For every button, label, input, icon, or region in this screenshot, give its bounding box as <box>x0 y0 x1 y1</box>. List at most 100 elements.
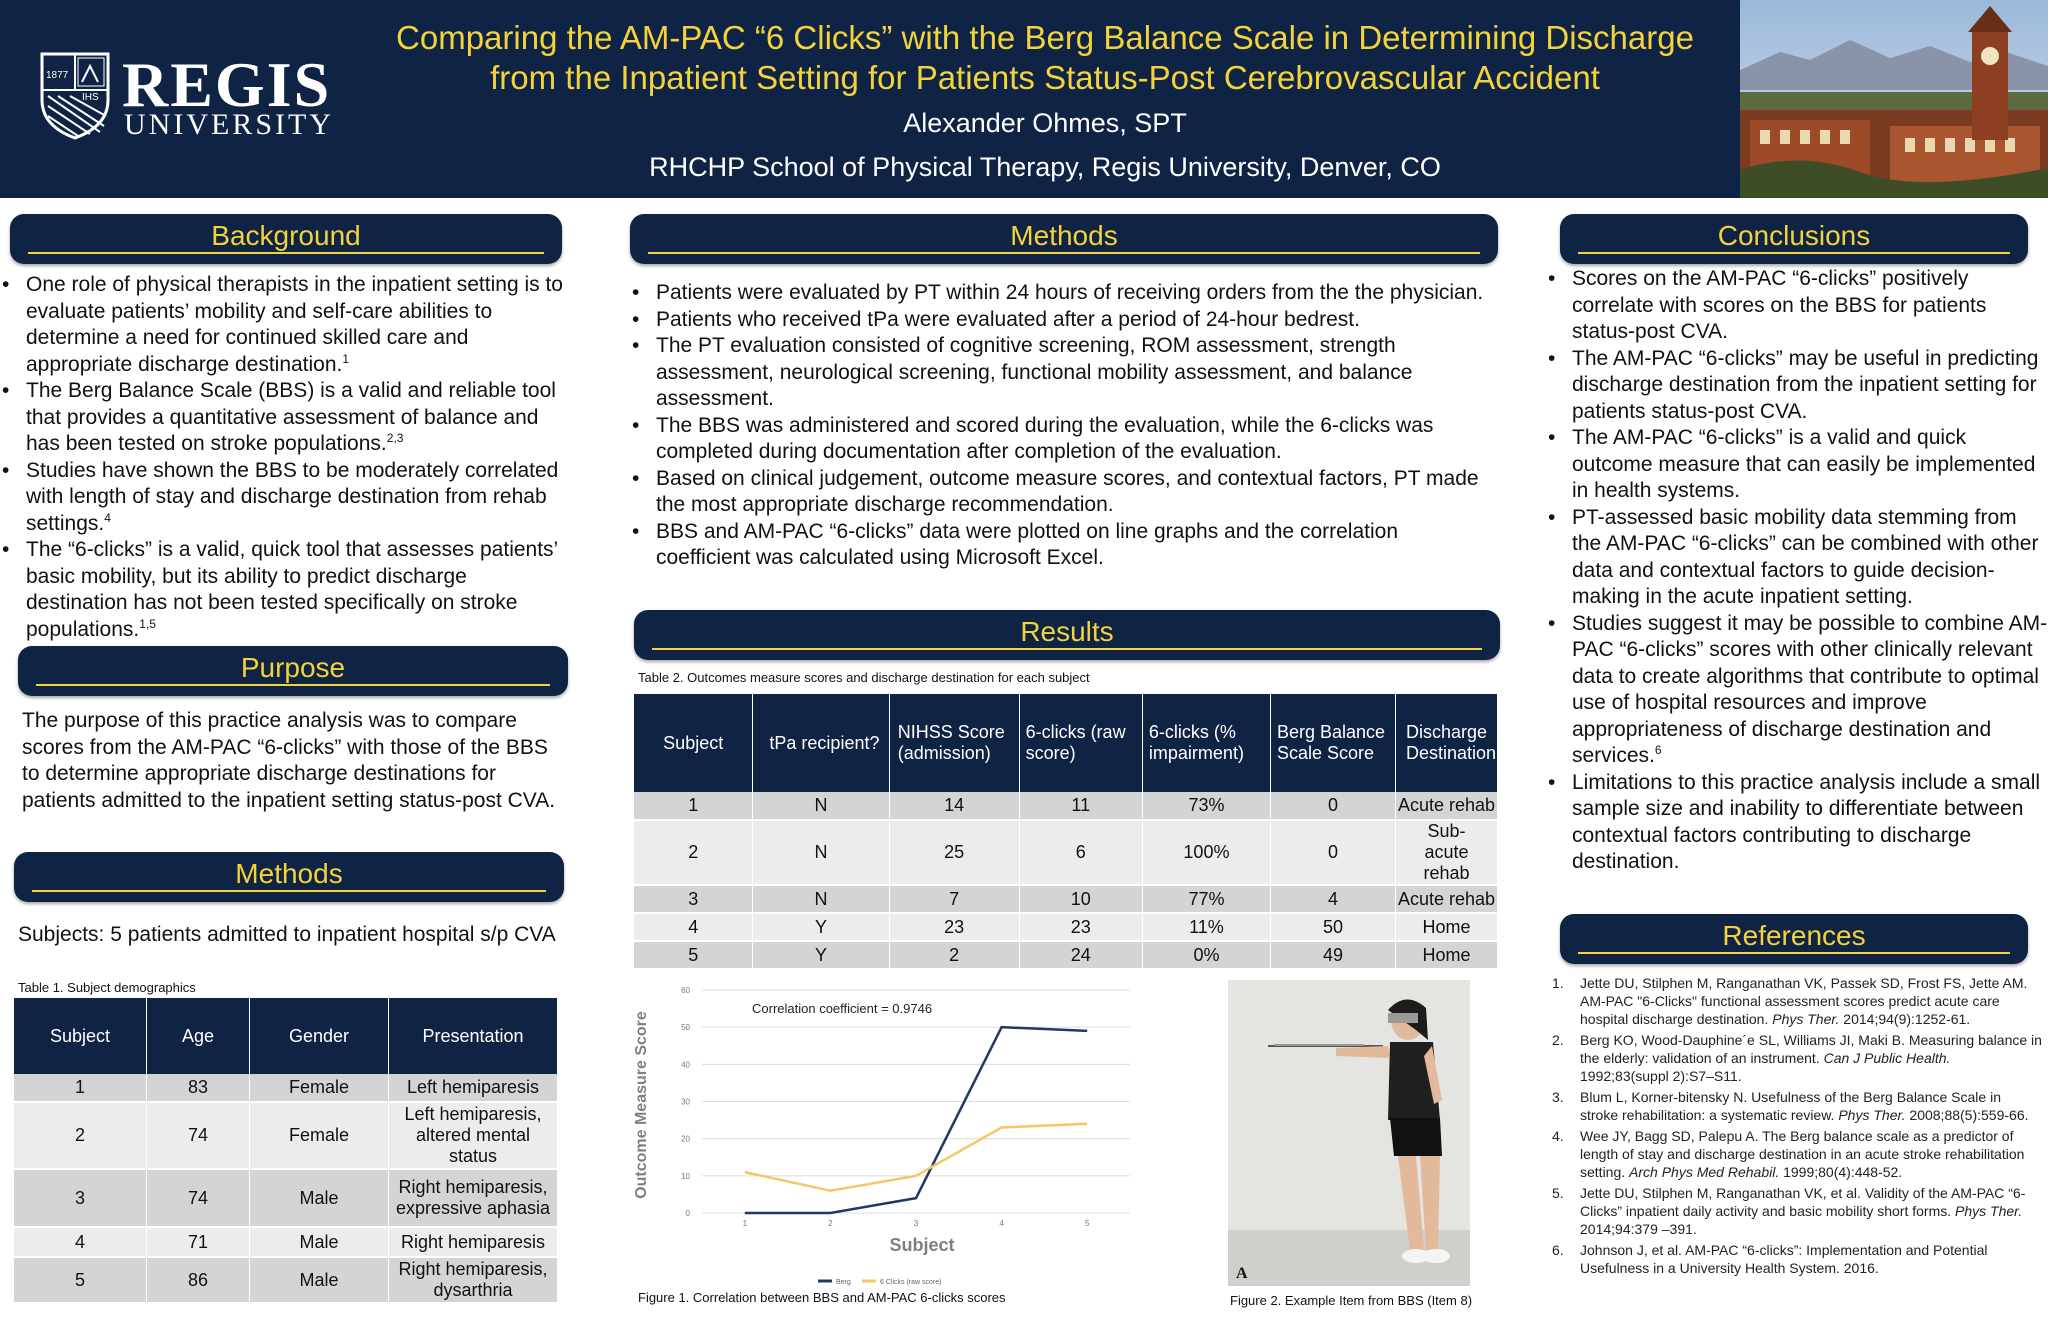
table-header-row: Subject tPa recipient? NIHSS Score (admi… <box>634 694 1499 792</box>
series-lines <box>744 1025 1088 1215</box>
table-row: 2 N 25 6 100% 0 Sub-acute rehab <box>634 820 1499 886</box>
y-axis-label: Outcome Measure Score <box>633 1011 650 1199</box>
table-row: 3 N 7 10 77% 4 Acute rehab <box>634 885 1499 914</box>
campus-photo <box>1740 0 2048 198</box>
title-line-1: Comparing the AM-PAC “6 Clicks” with the… <box>396 19 1694 56</box>
table2-caption: Table 2. Outcomes measure scores and dis… <box>638 670 1090 685</box>
x-tick-label: 3 <box>914 1219 919 1228</box>
background-heading: Background <box>10 214 562 264</box>
y-tick-label: 40 <box>681 1060 690 1069</box>
y-tick-label: 10 <box>681 1172 690 1181</box>
affiliation: RHCHP School of Physical Therapy, Regis … <box>649 152 1441 182</box>
reference-item: 4. Wee JY, Bagg SD, Palepu A. The Berg ba… <box>1552 1128 2025 1180</box>
poster-title: Comparing the AM-PAC “6 Clicks” with the… <box>370 18 1720 98</box>
x-tick-label: 2 <box>828 1219 833 1228</box>
x-tick-label: 1 <box>743 1219 748 1228</box>
references-list: 1. Jette DU, Stilphen M, Ranganathan VK, … <box>1552 974 2042 1280</box>
list-item: Limitations to this practice analysis in… <box>1546 770 2048 876</box>
logo-year: 1877 <box>46 70 69 81</box>
list-item: The PT evaluation consisted of cognitive… <box>630 333 1490 413</box>
figure2-caption: Figure 2. Example Item from BBS (Item 8) <box>1230 1293 1473 1308</box>
references-heading-label: References <box>1722 920 1866 951</box>
chart-grid <box>702 989 1130 1214</box>
logo-ihs: IHS <box>82 92 99 103</box>
conclusions-heading-label: Conclusions <box>1717 220 1871 251</box>
purpose-heading-label: Purpose <box>240 652 346 683</box>
table-row: 4 Y 23 23 11% 50 Home <box>634 913 1499 942</box>
col-6clicks-raw: 6-clicks (raw score) <box>1019 694 1143 792</box>
background-heading-label: Background <box>211 220 361 251</box>
purpose-text: The purpose of this practice analysis wa… <box>22 709 556 812</box>
list-item: Patients were evaluated by PT within 24 … <box>630 280 1490 307</box>
col-nihss: NIHSS Score (admission) <box>889 694 1020 792</box>
x-axis-label: Subject <box>889 1235 954 1255</box>
demographics-table: Subject Age Gender Presentation 1 83 Femal… <box>14 998 558 1304</box>
col-presentation: Presentation <box>388 998 558 1074</box>
table-row: 5 86 Male Right hemiparesis, dysarthria <box>14 1257 558 1304</box>
list-item: One role of physical therapists in the i… <box>0 272 572 378</box>
reference-item: 2. Berg KO, Wood-Dauphine´e SL, Williams … <box>1552 1032 2042 1084</box>
methods-list: Patients were evaluated by PT within 24 … <box>630 280 1490 572</box>
col-subject: Subject <box>14 998 147 1074</box>
methods-heading-label: Methods <box>1010 220 1118 251</box>
col-gender: Gender <box>249 998 389 1074</box>
col-subject: Subject <box>634 694 754 792</box>
reference-item: 3. Blum L, Korner-bitensky N. Usefulness … <box>1552 1089 2029 1123</box>
y-tick-label: 50 <box>681 1023 690 1032</box>
table-row: 1 83 Female Left hemiparesis <box>14 1074 558 1103</box>
table1-caption: Table 1. Subject demographics <box>18 980 196 995</box>
y-tick-label: 60 <box>681 986 690 995</box>
table-row: 4 71 Male Right hemiparesis <box>14 1227 558 1258</box>
purpose-heading: Purpose <box>18 646 568 696</box>
y-tick-label: 20 <box>681 1135 690 1144</box>
subjects-text: Subjects: 5 patients admitted to inpatie… <box>18 923 556 946</box>
outcomes-table: Subject tPa recipient? NIHSS Score (admi… <box>634 694 1499 970</box>
poster-header: 1877 IHS REGIS UNIVERSITY Comparing the … <box>0 0 2048 198</box>
table-header-row: Subject Age Gender Presentation <box>14 998 558 1074</box>
list-item: The AM-PAC “6-clicks” is a valid and qui… <box>1546 425 2048 505</box>
table-row: 3 74 Male Right hemiparesis, expressive aph… <box>14 1169 558 1228</box>
col-discharge: Discharge Destination <box>1395 694 1499 792</box>
table-row: 2 74 Female Left hemiparesis, altered menta… <box>14 1102 558 1170</box>
logo-university-text: UNIVERSITY <box>124 108 334 141</box>
reference-item: 5. Jette DU, Stilphen M, Ranganathan VK, … <box>1552 1185 2026 1237</box>
table-row: 1 N 14 11 73% 0 Acute rehab <box>634 792 1499 821</box>
list-item: Studies have shown the BBS to be moderat… <box>0 458 572 538</box>
col-tpa: tPa recipient? <box>752 694 890 792</box>
methods-left-heading: Methods <box>14 852 564 902</box>
chart-legend: Berg 6 Clicks (raw score) <box>818 1279 941 1286</box>
references-heading: References <box>1560 914 2028 964</box>
results-heading: Results <box>634 610 1500 660</box>
legend-label: Berg <box>836 1279 851 1286</box>
list-item: The Berg Balance Scale (BBS) is a valid … <box>0 378 572 458</box>
conclusions-heading: Conclusions <box>1560 214 2028 264</box>
legend-label: 6 Clicks (raw score) <box>880 1279 941 1286</box>
conclusions-list: Scores on the AM-PAC “6-clicks” positive… <box>1546 266 2048 876</box>
author-name: Alexander Ohmes, SPT <box>903 108 1187 138</box>
list-item: The “6-clicks” is a valid, quick tool th… <box>0 537 572 643</box>
list-item: Scores on the AM-PAC “6-clicks” positive… <box>1546 266 2048 346</box>
y-tick-label: 0 <box>686 1209 691 1218</box>
x-tick-label: 4 <box>999 1219 1004 1228</box>
shield-icon: 1877 IHS <box>40 52 110 140</box>
figure1-caption: Figure 1. Correlation between BBS and AM… <box>638 1290 1006 1305</box>
methods-heading: Methods <box>630 214 1498 264</box>
col-age: Age <box>146 998 250 1074</box>
x-tick-labels: 1 2 3 4 5 <box>743 1219 1090 1228</box>
list-item: Patients who received tPa were evaluated… <box>630 307 1490 334</box>
col-6clicks-pct: 6-clicks (% impairment) <box>1142 694 1271 792</box>
bbs-item8-photo: A <box>1228 980 1470 1286</box>
results-heading-label: Results <box>1020 616 1114 647</box>
reference-item: 6. Johnson J, et al. AM-PAC “6-clicks”: I… <box>1552 1242 1988 1276</box>
list-item: Studies suggest it may be possible to co… <box>1546 611 2048 770</box>
background-list: One role of physical therapists in the i… <box>0 272 572 643</box>
list-item: PT-assessed basic mobility data stemming… <box>1546 505 2048 611</box>
logo-regis-text: REGIS <box>122 49 332 120</box>
regis-logo: 1877 IHS REGIS UNIVERSITY <box>40 49 360 152</box>
list-item: The BBS was administered and scored duri… <box>630 413 1490 466</box>
x-tick-label: 5 <box>1085 1219 1090 1228</box>
correlation-line-chart: 0 10 20 30 40 50 60 1 2 3 4 5 Correlation coeffici… <box>630 975 1140 1290</box>
col-berg: Berg Balance Scale Score <box>1270 694 1396 792</box>
methods-left-heading-label: Methods <box>235 858 343 889</box>
table-row: 5 Y 2 24 0% 49 Home <box>634 941 1499 970</box>
